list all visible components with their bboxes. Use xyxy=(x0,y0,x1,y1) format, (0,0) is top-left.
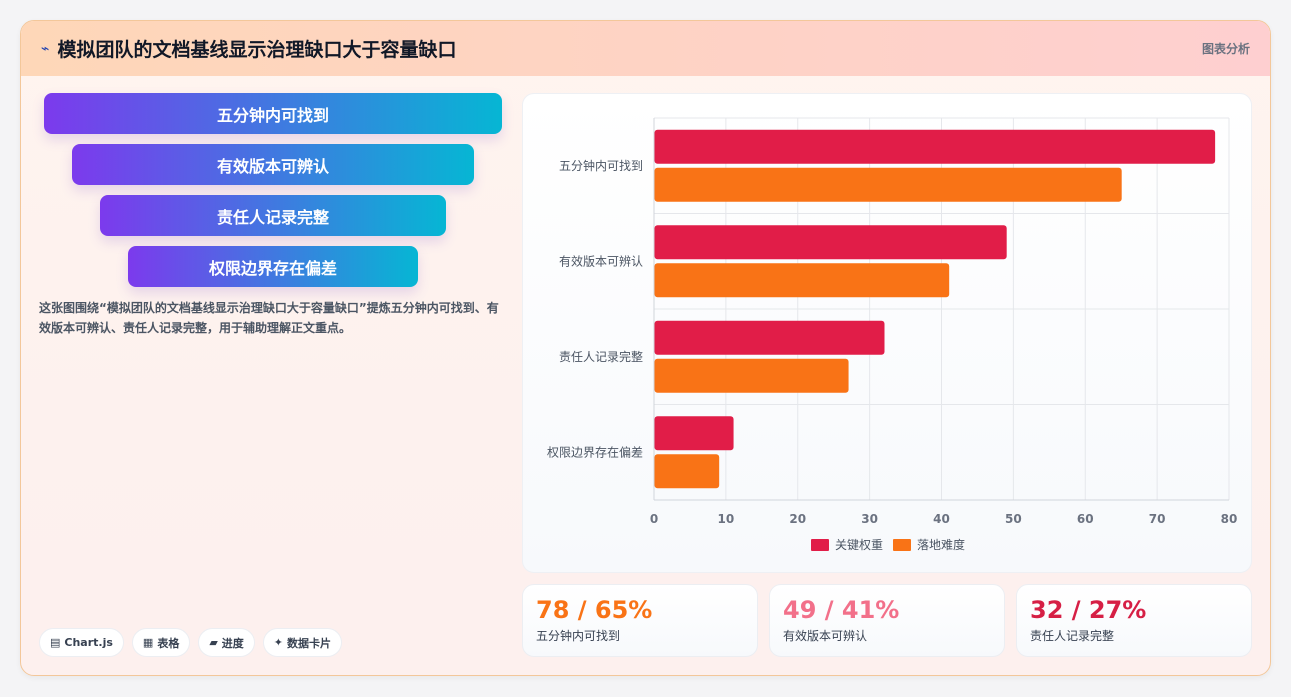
y-tick-label: 权限边界存在偏差 xyxy=(547,444,643,459)
page-title: 模拟团队的文档基线显示治理缺口大于容量缺口 xyxy=(57,39,457,61)
stat-value: 78 / 65% xyxy=(536,596,653,624)
x-tick-label: 0 xyxy=(650,512,658,526)
x-tick-label: 80 xyxy=(1221,512,1238,526)
x-tick-label: 60 xyxy=(1077,512,1094,526)
sparkle-icon: ✦ xyxy=(273,636,284,649)
bar xyxy=(654,167,1122,202)
chart-panel: 五分钟内可找到 有效版本可辨认 责任人记录完整权限边界存在偏差 0 10 20 30 40 50… xyxy=(522,93,1252,573)
legend-swatch xyxy=(811,539,829,551)
stat-value: 32 / 27% xyxy=(1030,596,1147,624)
bar xyxy=(654,263,950,298)
bar xyxy=(654,320,885,355)
chip-progress[interactable]: ▰ 进度 xyxy=(198,628,255,657)
chip-table[interactable]: ▦ 表格 xyxy=(131,628,191,657)
chip-label: 进度 xyxy=(221,636,244,650)
chip-chartjs[interactable]: ▤ Chart.js xyxy=(39,628,124,657)
bar xyxy=(654,129,1216,164)
x-tick-label: 20 xyxy=(789,512,806,526)
stat-label: 五分钟内可找到 xyxy=(536,629,621,643)
table-icon: ▦ xyxy=(142,636,154,649)
chart-icon: ▤ xyxy=(50,636,61,649)
progress-icon: ▰ xyxy=(209,636,218,649)
stat-card: 78 / 65% 五分钟内可找到 xyxy=(522,584,758,657)
chip-row: ▤ Chart.js ▦ 表格 ▰ 进度 ✦ 数据卡片 xyxy=(39,628,343,657)
stat-value: 49 / 41% xyxy=(783,596,900,624)
chart-description: 这张图围绕“模拟团队的文档基线显示治理缺口大于容量缺口”提炼五分钟内可找到、有效… xyxy=(39,301,499,335)
header-tag: 图表分析 xyxy=(1201,42,1250,56)
stat-label: 责任人记录完整 xyxy=(1030,629,1115,643)
funnel-step: 责任人记录完整 xyxy=(100,195,446,236)
x-tick-label: 40 xyxy=(933,512,950,526)
y-tick-label: 有效版本可辨认 xyxy=(559,253,643,268)
legend-swatch xyxy=(893,539,911,551)
x-tick-label: 50 xyxy=(1005,512,1022,526)
stat-card: 49 / 41% 有效版本可辨认 xyxy=(769,584,1005,657)
legend-label: 落地难度 xyxy=(917,537,965,552)
bar xyxy=(654,416,734,451)
chip-label: 表格 xyxy=(157,636,180,650)
bar xyxy=(654,358,849,393)
chip-label: 数据卡片 xyxy=(287,636,332,650)
card-header: ⌁ 模拟团队的文档基线显示治理缺口大于容量缺口 图表分析 xyxy=(21,21,1270,76)
bar xyxy=(654,454,720,489)
stat-card: 32 / 27% 责任人记录完整 xyxy=(1016,584,1252,657)
chart-line-icon: ⌁ xyxy=(41,40,50,57)
x-tick-label: 10 xyxy=(718,512,735,526)
y-tick-label: 责任人记录完整 xyxy=(559,349,643,364)
funnel-step: 有效版本可辨认 xyxy=(72,144,474,185)
chip-data-card[interactable]: ✦ 数据卡片 xyxy=(262,628,343,657)
chart-card: ⌁ 模拟团队的文档基线显示治理缺口大于容量缺口 图表分析 五分钟内可找到 有效版… xyxy=(20,20,1271,676)
chip-label: Chart.js xyxy=(64,636,113,649)
y-tick-label: 五分钟内可找到 xyxy=(559,158,643,173)
stat-label: 有效版本可辨认 xyxy=(783,629,868,643)
funnel-step: 五分钟内可找到 xyxy=(44,93,502,134)
x-tick-label: 70 xyxy=(1149,512,1166,526)
funnel-step: 权限边界存在偏差 xyxy=(128,246,418,287)
x-tick-label: 30 xyxy=(861,512,878,526)
bar xyxy=(654,225,1007,260)
legend-label: 关键权重 xyxy=(835,538,883,552)
